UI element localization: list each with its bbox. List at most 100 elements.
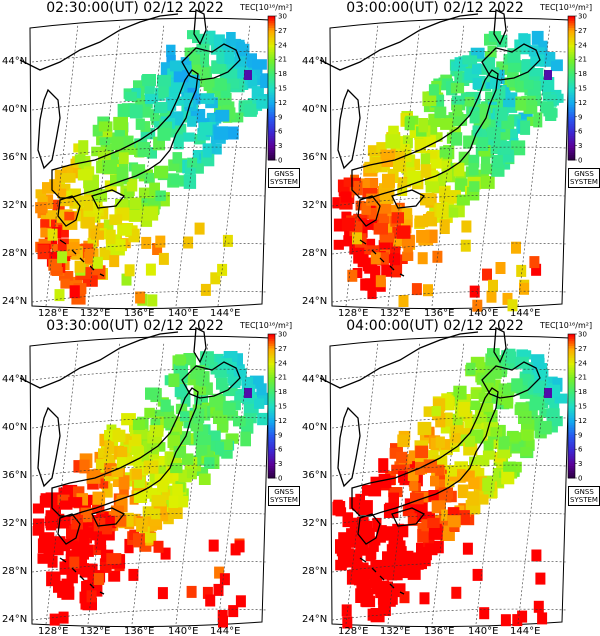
badge-line1: GNSS [574,488,594,496]
tec-cell [535,572,546,585]
coastline [57,513,81,545]
tec-cell [378,210,390,224]
latitude-label: 28°N [2,566,27,577]
tec-cell [529,396,545,411]
tec-cell [332,197,346,209]
tec-cell [37,553,49,564]
tec-cell [500,140,511,155]
tec-cell [396,451,408,464]
colorbar-segment [568,155,575,159]
tec-cell [462,55,478,65]
colorbar-segment [268,463,275,467]
tec-cell [417,421,432,436]
tec-cell [158,489,171,500]
colorbar-segment [568,150,575,154]
tec-cell [40,493,51,508]
tec-cell [471,63,482,75]
tec-cell [481,153,491,166]
tec-cell [218,615,228,628]
colorbar-tick-label: 30 [278,13,287,21]
tec-cell [491,477,504,488]
colorbar-segment [568,71,575,75]
tec-cell [153,540,164,553]
colorbar-segment [268,44,275,48]
tec-cell [102,160,117,174]
tec-cell [73,557,87,568]
tec-cell [107,152,119,163]
tec-cell [554,393,568,404]
tec-cell [349,497,362,510]
tec-cell [135,95,146,110]
colorbar-segment [268,358,275,361]
colorbar-segment [268,138,275,142]
tec-cell [335,507,347,517]
tec-cell [62,165,72,178]
colorbar-segment [268,379,275,383]
tec-cell [507,72,519,88]
tec-cell [431,406,441,417]
tec-cell [427,119,438,135]
colorbar-segment [268,47,275,51]
colorbar-tick-label: 12 [278,417,287,425]
longitude-label: 136°E [424,308,454,318]
tec-cell [129,197,142,210]
colorbar-segment [268,64,275,67]
tec-cell [366,547,377,560]
colorbar-segment [268,25,275,29]
graticule [331,23,567,307]
colorbar-segment [268,97,275,101]
tec-cell [187,373,199,386]
tec-cell [384,220,395,234]
tec-cell [76,207,87,220]
tec-cell [372,517,382,532]
tec-cell [170,175,185,185]
tec-cell [240,431,251,447]
tec-cell [40,219,50,229]
colorbar-segment [568,348,575,352]
tec-cell [62,190,72,203]
tec-cell [531,30,544,45]
colorbar-segment [568,25,575,29]
tec-cell [438,455,448,470]
tec-cell [247,75,258,89]
tec-cell [244,70,252,80]
latitude-line [331,416,567,429]
tec-cell [141,236,152,249]
tec-cell [61,538,71,552]
colorbar-segment [568,379,575,383]
tec-cell [154,442,166,452]
longitude-label: 136°E [124,308,154,318]
tec-cell [435,436,445,448]
tec-cell [86,515,101,527]
colorbar-segment [268,124,275,127]
colorbar-segment [268,420,275,424]
colorbar-segment [268,61,275,65]
tec-cell [378,240,390,250]
tec-data-layer [35,30,270,307]
colorbar-segment [568,107,575,111]
colorbar-segment [268,415,275,419]
panel-title: 04:00:00(UT) 02/12 2022 [346,318,524,334]
tec-cell [390,548,404,558]
latitude-line [331,290,567,303]
tec-cell [108,570,121,582]
latitude-line [331,560,567,573]
colorbar-tick-label: 30 [578,331,587,339]
tec-cell [390,253,400,266]
tec-cell [425,151,438,163]
tec-cell [243,413,257,424]
tec-cell [172,484,183,499]
colorbar-segment [268,413,275,417]
colorbar-segment [268,470,275,474]
tec-cell [69,556,80,569]
tec-cell [49,495,60,508]
tec-cell [500,124,511,140]
colorbar-segment [568,355,575,359]
tec-cell [458,510,470,525]
tec-cell [420,164,432,178]
tec-cell [464,435,476,447]
tec-cell [57,188,67,198]
colorbar-segment [268,40,275,43]
tec-cell [213,583,224,596]
tec-cell [404,117,415,131]
